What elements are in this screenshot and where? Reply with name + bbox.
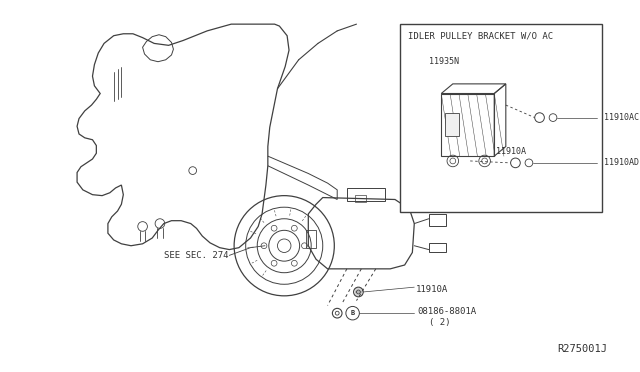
Text: 11910AD: 11910AD bbox=[604, 158, 639, 167]
Text: R275001J: R275001J bbox=[557, 344, 607, 354]
Text: IDLER PULLEY BRACKET W/O AC: IDLER PULLEY BRACKET W/O AC bbox=[408, 32, 553, 41]
Text: 11935N: 11935N bbox=[429, 57, 459, 66]
Text: SEE SEC. 274: SEE SEC. 274 bbox=[164, 251, 228, 260]
Bar bbox=[429, 214, 446, 225]
Text: 11910A: 11910A bbox=[496, 147, 526, 157]
Text: 11910A: 11910A bbox=[416, 285, 449, 294]
Bar bbox=[355, 195, 366, 202]
Bar bbox=[307, 230, 316, 248]
Text: 08186-8801A: 08186-8801A bbox=[417, 307, 476, 316]
Bar bbox=[429, 243, 446, 253]
Text: B: B bbox=[351, 310, 355, 316]
Bar bbox=[347, 188, 385, 201]
Text: ( 2): ( 2) bbox=[429, 318, 450, 327]
Bar bbox=[445, 113, 459, 136]
Text: 11910AC: 11910AC bbox=[604, 113, 639, 122]
Bar bbox=[400, 24, 602, 212]
